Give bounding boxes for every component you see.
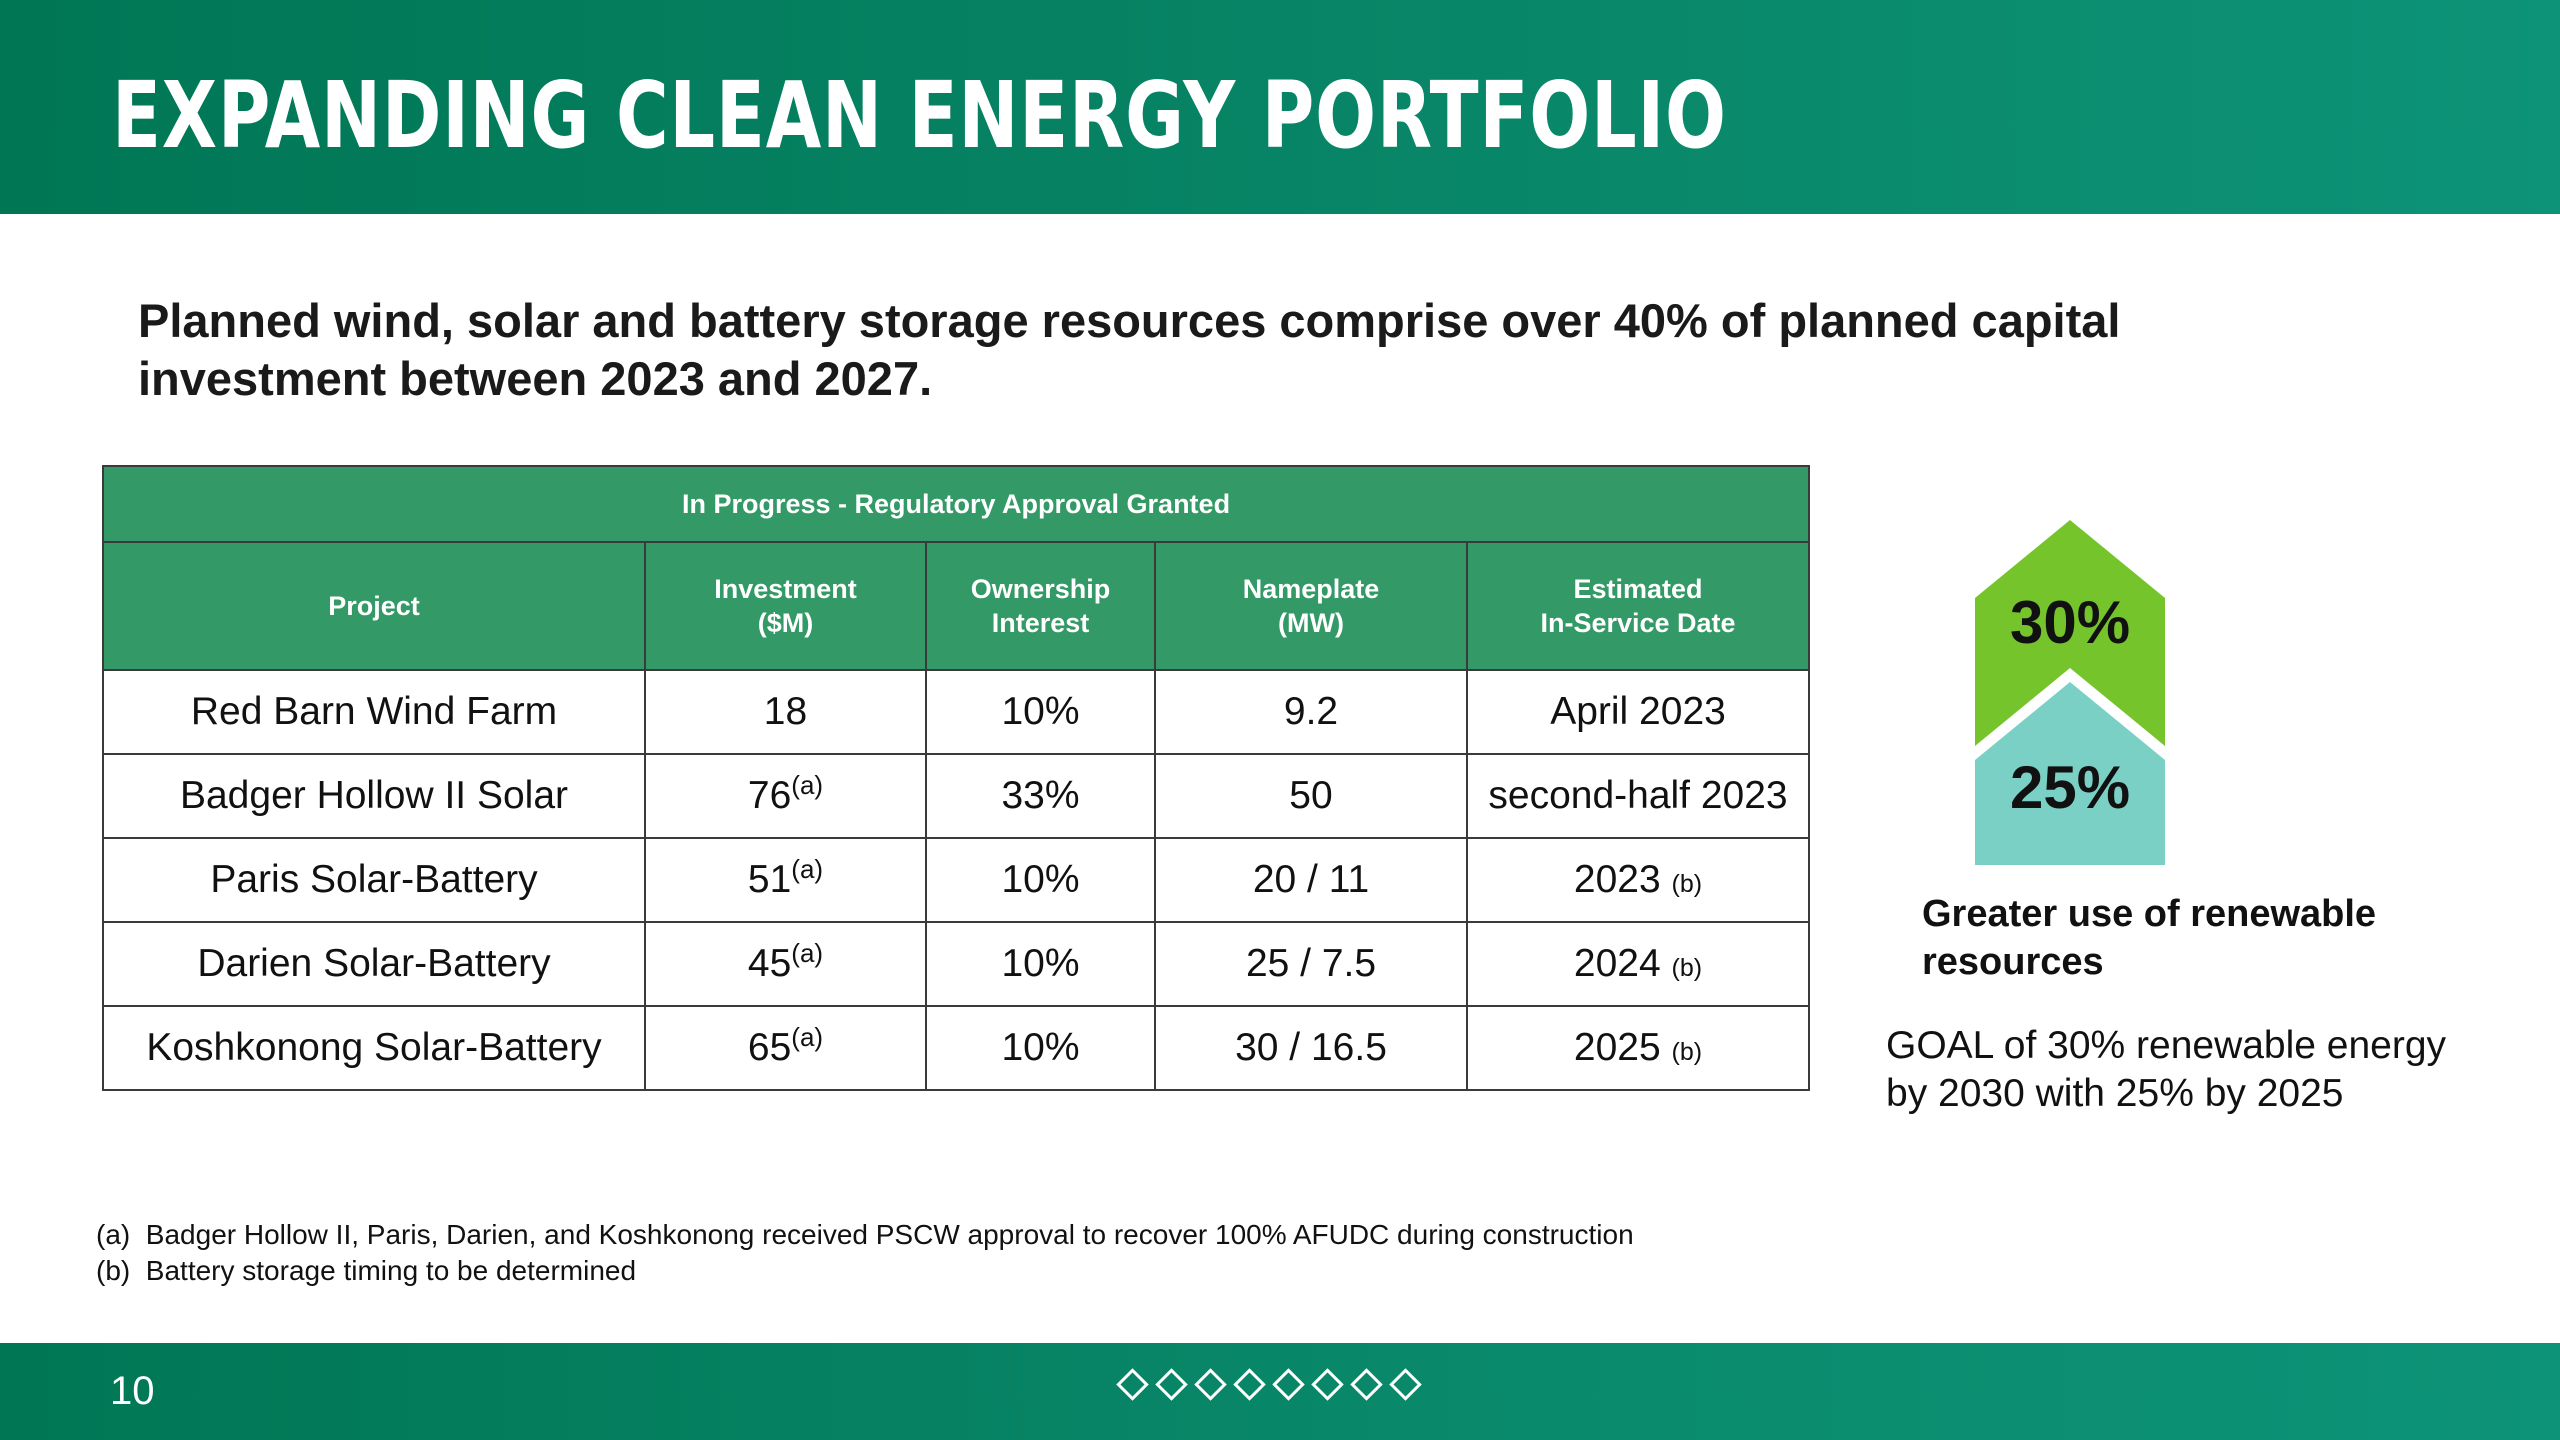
arrow-bottom-shape	[1975, 682, 2165, 865]
investment-value: 45	[747, 942, 792, 985]
goal-percent-2025: 25%	[2009, 754, 2131, 821]
investment-footnote-marker: (a)	[791, 938, 824, 968]
cell-ownership: 10%	[925, 1005, 1156, 1091]
diamond-outline-icon	[1233, 1368, 1266, 1401]
cell-project: Darien Solar-Battery	[102, 921, 646, 1007]
investment-value: 51	[747, 858, 792, 901]
column-header-nameplate: Nameplate (MW)	[1154, 541, 1468, 671]
footnote-marker: (b)	[96, 1255, 131, 1286]
cell-date: April 2023	[1465, 669, 1811, 755]
cell-project: Badger Hollow II Solar	[102, 753, 646, 839]
diamond-decoration	[1115, 1368, 1423, 1401]
footnote-text: Badger Hollow II, Paris, Darien, and Kos…	[145, 1219, 1634, 1250]
table-group-header-row: In Progress - Regulatory Approval Grante…	[101, 465, 1811, 543]
cell-investment: 76(a)	[644, 753, 927, 839]
slide-title: EXPANDING CLEAN ENERGY PORTFOLIO	[112, 62, 1727, 169]
cell-investment: 45(a)	[644, 921, 927, 1007]
date-value: second-half 2023	[1488, 774, 1788, 817]
cell-date: 2025 (b)	[1465, 1005, 1811, 1091]
investment-footnote-marker: (a)	[791, 770, 824, 800]
cell-ownership: 10%	[925, 921, 1156, 1007]
investment-footnote-marker: (a)	[791, 1022, 824, 1052]
diamond-outline-icon	[1155, 1368, 1188, 1401]
footnote-a: (a) Badger Hollow II, Paris, Darien, and…	[96, 1217, 1634, 1253]
slide-subtitle: Planned wind, solar and battery storage …	[138, 294, 2121, 405]
footnote-text: Battery storage timing to be determined	[145, 1255, 637, 1286]
investment-value: 18	[763, 690, 808, 733]
cell-project: Paris Solar-Battery	[102, 837, 646, 923]
table-row: Badger Hollow II Solar 76(a) 33% 50 seco…	[102, 753, 1811, 839]
column-header-investment: Investment ($M)	[644, 541, 927, 671]
diamond-outline-icon	[1389, 1368, 1422, 1401]
cell-date: second-half 2023	[1465, 753, 1811, 839]
table-group-header: In Progress - Regulatory Approval Grante…	[101, 465, 1811, 543]
cell-investment: 18	[644, 669, 927, 755]
date-value: 2024	[1573, 942, 1661, 985]
table-row: Koshkonong Solar-Battery 65(a) 10% 30 / …	[102, 1005, 1811, 1091]
date-footnote-marker: (b)	[1671, 870, 1703, 898]
table-row: Darien Solar-Battery 45(a) 10% 25 / 7.5 …	[102, 921, 1811, 1007]
cell-investment: 51(a)	[644, 837, 927, 923]
graphic-caption: Greater use of renewable resources	[1922, 893, 2377, 983]
renewable-goal-text: GOAL of 30% renewable energy by 2030 wit…	[1886, 1024, 2447, 1115]
column-header-project: Project	[102, 541, 646, 671]
renewable-goal-arrow-graphic	[1975, 520, 2165, 865]
cell-nameplate: 20 / 11	[1154, 837, 1468, 923]
column-header-in-service-date: Estimated In-Service Date	[1465, 541, 1811, 671]
footnote-marker: (a)	[96, 1219, 131, 1250]
footnotes: (a) Badger Hollow II, Paris, Darien, and…	[96, 1217, 1634, 1289]
date-value: 2025	[1573, 1026, 1661, 1069]
date-footnote-marker: (b)	[1671, 1038, 1703, 1066]
cell-project: Red Barn Wind Farm	[102, 669, 646, 755]
footer-bar: 10	[0, 1343, 2560, 1440]
cell-project: Koshkonong Solar-Battery	[102, 1005, 646, 1091]
cell-nameplate: 30 / 16.5	[1154, 1005, 1468, 1091]
goal-percent-2030: 30%	[2009, 589, 2131, 656]
cell-date: 2024 (b)	[1465, 921, 1811, 1007]
table-row: Red Barn Wind Farm 18 10% 9.2 April 2023	[102, 669, 1811, 755]
investment-value: 65	[747, 1026, 792, 1069]
cell-ownership: 33%	[925, 753, 1156, 839]
cell-ownership: 10%	[925, 669, 1156, 755]
table-header-row: Project Investment ($M) Ownership Intere…	[102, 541, 1811, 671]
arrow-top-shape	[1975, 520, 2165, 746]
investment-footnote-marker: (a)	[791, 854, 824, 884]
date-footnote-marker: (b)	[1671, 954, 1703, 982]
page-number: 10	[110, 1369, 155, 1413]
footnote-b: (b) Battery storage timing to be determi…	[96, 1253, 1634, 1289]
cell-investment: 65(a)	[644, 1005, 927, 1091]
cell-date: 2023 (b)	[1465, 837, 1811, 923]
cell-nameplate: 9.2	[1154, 669, 1468, 755]
projects-table: In Progress - Regulatory Approval Grante…	[101, 465, 1811, 1091]
cell-ownership: 10%	[925, 837, 1156, 923]
diamond-outline-icon	[1350, 1368, 1383, 1401]
column-header-ownership: Ownership Interest	[925, 541, 1156, 671]
date-value: April 2023	[1550, 690, 1726, 733]
diamond-outline-icon	[1272, 1368, 1305, 1401]
diamond-outline-icon	[1311, 1368, 1344, 1401]
table-row: Paris Solar-Battery 51(a) 10% 20 / 11 20…	[102, 837, 1811, 923]
cell-nameplate: 25 / 7.5	[1154, 921, 1468, 1007]
date-value: 2023	[1573, 858, 1661, 901]
diamond-outline-icon	[1116, 1368, 1149, 1401]
diamond-outline-icon	[1194, 1368, 1227, 1401]
investment-value: 76	[747, 774, 792, 817]
cell-nameplate: 50	[1154, 753, 1468, 839]
header-bar: EXPANDING CLEAN ENERGY PORTFOLIO	[0, 0, 2560, 214]
